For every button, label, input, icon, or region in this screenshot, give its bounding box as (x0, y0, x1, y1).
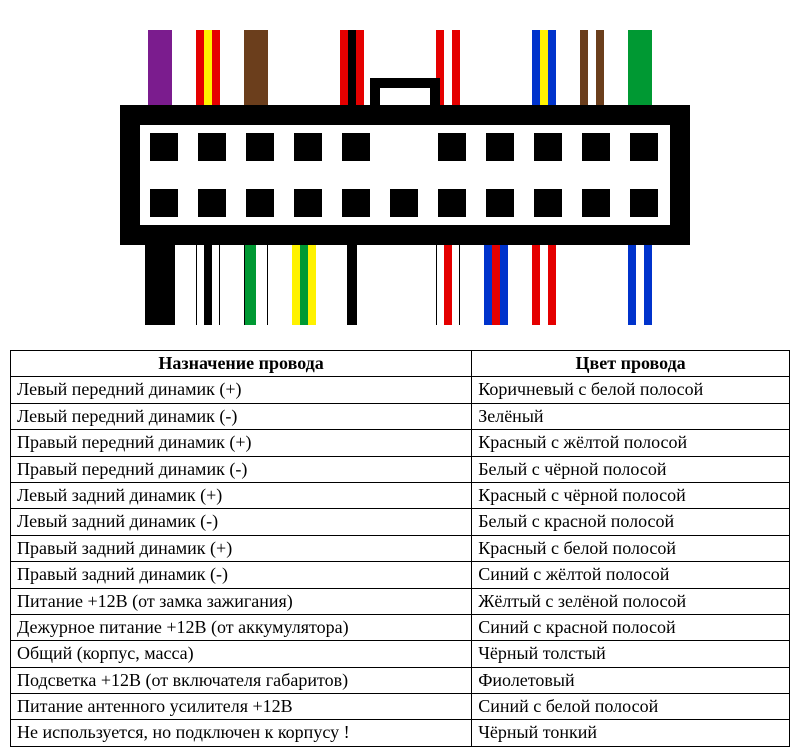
purpose-cell: Левый передний динамик (+) (11, 377, 472, 403)
connector-pin (534, 133, 562, 161)
purpose-cell: Питание +12В (от замка зажигания) (11, 588, 472, 614)
purpose-cell: Левый задний динамик (-) (11, 509, 472, 535)
table-row: Правый задний динамик (-)Синий с жёлтой … (11, 562, 790, 588)
color-cell: Жёлтый с зелёной полосой (472, 588, 790, 614)
wire (580, 30, 604, 105)
wire (484, 245, 508, 325)
connector-pin (342, 133, 370, 161)
wire (292, 245, 316, 325)
color-cell: Красный с белой полосой (472, 535, 790, 561)
wire (628, 245, 652, 325)
connector-pin (150, 133, 178, 161)
color-cell: Синий с красной полосой (472, 614, 790, 640)
purpose-cell: Дежурное питание +12В (от аккумулятора) (11, 614, 472, 640)
header-purpose: Назначение провода (11, 351, 472, 377)
wire (196, 245, 220, 325)
color-cell: Белый с красной полосой (472, 509, 790, 535)
color-cell: Коричневый с белой полосой (472, 377, 790, 403)
color-cell: Фиолетовый (472, 667, 790, 693)
connector-pin (630, 189, 658, 217)
table-row: Дежурное питание +12В (от аккумулятора)С… (11, 614, 790, 640)
table-row: Левый передний динамик (+)Коричневый с б… (11, 377, 790, 403)
table-row: Не используется, но подключен к корпусу … (11, 720, 790, 746)
wire (347, 245, 357, 325)
wire (148, 30, 172, 105)
wire (340, 30, 364, 105)
wiring-table: Назначение провода Цвет провода Левый пе… (10, 350, 790, 747)
header-color: Цвет провода (472, 351, 790, 377)
connector-pin (486, 133, 514, 161)
wire (628, 30, 652, 105)
wire (145, 245, 175, 325)
purpose-cell: Не используется, но подключен к корпусу … (11, 720, 472, 746)
color-cell: Белый с чёрной полосой (472, 456, 790, 482)
connector-pin (630, 133, 658, 161)
connector-pin (198, 189, 226, 217)
color-cell: Чёрный тонкий (472, 720, 790, 746)
color-cell: Зелёный (472, 403, 790, 429)
wire (532, 30, 556, 105)
connector-pin (342, 189, 370, 217)
table-row: Подсветка +12В (от включателя габаритов)… (11, 667, 790, 693)
wire (532, 245, 556, 325)
color-cell: Синий с жёлтой полосой (472, 562, 790, 588)
connector-diagram (0, 0, 800, 350)
table-row: Левый задний динамик (-)Белый с красной … (11, 509, 790, 535)
connector-pin (150, 189, 178, 217)
connector-pin (582, 189, 610, 217)
table-row: Общий (корпус, масса)Чёрный толстый (11, 641, 790, 667)
purpose-cell: Правый передний динамик (+) (11, 430, 472, 456)
purpose-cell: Левый задний динамик (+) (11, 482, 472, 508)
connector-pin (390, 189, 418, 217)
connector-pin (438, 133, 466, 161)
wire (244, 245, 268, 325)
table-row: Питание антенного усилителя +12ВСиний с … (11, 694, 790, 720)
color-cell: Чёрный толстый (472, 641, 790, 667)
purpose-cell: Левый передний динамик (-) (11, 403, 472, 429)
connector-pin (534, 189, 562, 217)
table-row: Правый передний динамик (+)Красный с жёл… (11, 430, 790, 456)
purpose-cell: Правый задний динамик (-) (11, 562, 472, 588)
connector-pin (486, 189, 514, 217)
wire (436, 245, 460, 325)
wire (244, 30, 268, 105)
purpose-cell: Питание антенного усилителя +12В (11, 694, 472, 720)
color-cell: Синий с белой полосой (472, 694, 790, 720)
connector-pin (246, 189, 274, 217)
table-row: Правый задний динамик (+)Красный с белой… (11, 535, 790, 561)
connector-pin (582, 133, 610, 161)
purpose-cell: Правый задний динамик (+) (11, 535, 472, 561)
color-cell: Красный с жёлтой полосой (472, 430, 790, 456)
color-cell: Красный с чёрной полосой (472, 482, 790, 508)
table-row: Правый передний динамик (-)Белый с чёрно… (11, 456, 790, 482)
purpose-cell: Подсветка +12В (от включателя габаритов) (11, 667, 472, 693)
table-row: Питание +12В (от замка зажигания)Жёлтый … (11, 588, 790, 614)
connector-pin (294, 133, 322, 161)
connector-clip (370, 78, 440, 88)
connector-pin (294, 189, 322, 217)
table-row: Левый передний динамик (-)Зелёный (11, 403, 790, 429)
connector-pin (438, 189, 466, 217)
purpose-cell: Правый передний динамик (-) (11, 456, 472, 482)
table-row: Левый задний динамик (+)Красный с чёрной… (11, 482, 790, 508)
wire (196, 30, 220, 105)
connector-pin (198, 133, 226, 161)
purpose-cell: Общий (корпус, масса) (11, 641, 472, 667)
connector-pin (246, 133, 274, 161)
